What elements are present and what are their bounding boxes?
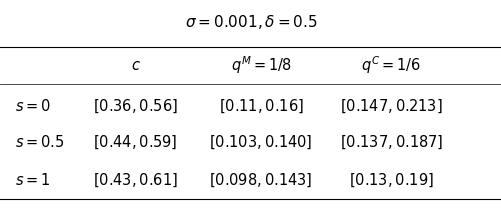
Text: $[0.147, 0.213]$: $[0.147, 0.213]$ [340,97,442,115]
Text: $[0.43, 0.61]$: $[0.43, 0.61]$ [93,171,178,189]
Text: $[0.11, 0.16]$: $[0.11, 0.16]$ [218,97,303,115]
Text: $q^M = 1/8$: $q^M = 1/8$ [230,55,291,76]
Text: $s = 0.5$: $s = 0.5$ [15,135,65,150]
Text: $[0.137, 0.187]$: $[0.137, 0.187]$ [339,134,442,151]
Text: $s = 1$: $s = 1$ [15,172,51,188]
Text: $[0.103, 0.140]$: $[0.103, 0.140]$ [209,134,312,151]
Text: $[0.36, 0.56]$: $[0.36, 0.56]$ [93,97,178,115]
Text: $s = 0$: $s = 0$ [15,98,51,114]
Text: $[0.44, 0.59]$: $[0.44, 0.59]$ [93,134,177,151]
Text: $[0.13, 0.19]$: $[0.13, 0.19]$ [348,171,433,189]
Text: $\sigma = 0.001, \delta = 0.5$: $\sigma = 0.001, \delta = 0.5$ [184,13,317,31]
Text: $[0.098, 0.143]$: $[0.098, 0.143]$ [209,171,312,189]
Text: $c$: $c$ [130,58,140,73]
Text: $q^C = 1/6$: $q^C = 1/6$ [361,55,421,76]
